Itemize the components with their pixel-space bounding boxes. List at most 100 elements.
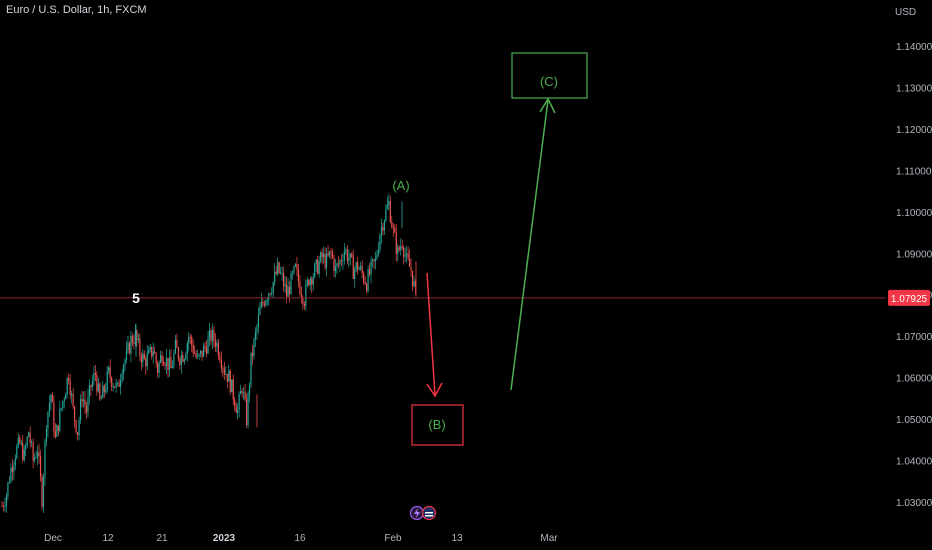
x-tick-label: Mar [540,533,558,544]
candle-body [100,397,102,400]
candle-body [143,353,145,359]
candle-body [245,399,248,426]
candle-body [391,222,393,228]
candle-body [314,264,316,277]
candle-body [13,464,15,472]
candle-body [309,278,311,286]
candle-body [275,271,277,274]
event-icons[interactable] [409,505,437,521]
candle-body [161,355,163,363]
candle-body [29,432,31,443]
y-tick-label: 1.13000 [896,83,932,94]
x-tick-label: Feb [384,533,402,544]
candle-body [117,382,119,384]
candle-body [23,449,25,461]
candle-body [223,368,225,375]
candle-body [285,284,288,297]
candle-body [374,258,377,262]
candle-body [281,272,283,274]
red-down-arrow [426,272,443,398]
candle-body [325,253,328,268]
candle-body [149,346,151,351]
candle-body [74,406,76,421]
price-axis[interactable]: 1.030001.040001.050001.060001.070001.080… [896,42,932,509]
candle-body [222,367,224,369]
candle-body [32,442,34,461]
candle-body [188,336,190,344]
candle-body [10,467,12,483]
candle-body [41,476,43,507]
x-tick-label: 21 [156,533,168,544]
candle-body [234,399,236,407]
candle-body [65,394,67,400]
candle-body [34,457,36,461]
candle-body [373,259,375,262]
candle-body [179,358,181,366]
candle-body [300,293,302,298]
candle-body [244,392,246,400]
candle-body [242,392,245,393]
candle-body [394,228,396,233]
candle-body [142,353,144,363]
candle-body [331,251,334,258]
candle-body [122,365,125,374]
candle-body [398,247,400,250]
candle-body [315,259,317,265]
candle-body [167,357,169,371]
candle-body [155,353,157,364]
candle-body [410,266,412,271]
candle-body [85,406,88,413]
candle-body [288,286,291,294]
time-axis[interactable]: Dec 12 21 2023 16 Feb 13 Mar [44,533,558,544]
candle-body [35,457,37,458]
candle-body [191,337,193,346]
candle-body [238,394,240,410]
last-price-badge: 1.07925 [888,289,930,306]
candle-body [371,259,374,261]
candle-body [165,357,168,366]
candle-body [219,356,221,361]
last-price-value: 1.07925 [891,294,928,305]
candle-body [240,391,242,395]
candle-body [51,394,53,403]
candle-body [81,399,83,402]
candle-body [173,353,175,366]
candle-body [194,353,196,354]
candle-body [63,399,65,402]
x-tick-label: 16 [294,533,306,544]
candle-body [287,286,289,297]
candle-body [1,506,3,507]
candle-body [408,258,411,267]
y-tick-label: 1.05000 [896,415,932,426]
candle-body [283,272,285,287]
candle-body [154,351,156,354]
candle-body [306,280,308,285]
candle-body [291,272,294,274]
candle-body [42,476,45,507]
candle-body [361,266,363,274]
candle-body [125,349,128,360]
candle-body [414,281,417,287]
candle-body [71,393,73,396]
candle-body [404,255,406,257]
candle-body [53,402,55,432]
candle-body [157,363,159,373]
candle-body [343,250,345,261]
candle-body [108,367,110,372]
candle-body [388,201,390,205]
candle-body [232,379,234,400]
candle-body [265,300,267,306]
candle-body [216,342,218,347]
candle-body [118,382,120,387]
candle-body [44,440,46,477]
candle-body [366,284,368,292]
candle-body [226,374,228,382]
candle-body [214,340,217,347]
candle-body [333,257,335,272]
candle-body [189,336,191,338]
candle-body [327,253,329,256]
candle-body [25,446,27,450]
candle-body [192,345,194,354]
candle-body [127,343,129,350]
